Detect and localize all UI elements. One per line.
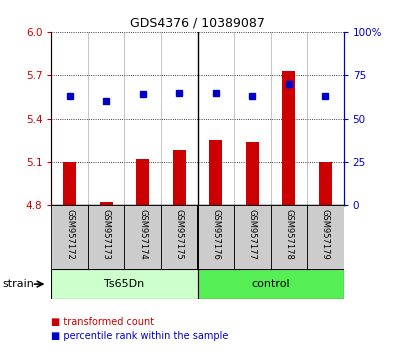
Bar	[88, 205, 124, 269]
Text: GSM957179: GSM957179	[321, 209, 330, 259]
Bar	[161, 205, 198, 269]
Title: GDS4376 / 10389087: GDS4376 / 10389087	[130, 16, 265, 29]
Bar	[198, 205, 234, 269]
Text: control: control	[251, 279, 290, 289]
Bar	[282, 71, 295, 205]
Bar	[136, 159, 149, 205]
Text: ■ percentile rank within the sample: ■ percentile rank within the sample	[51, 331, 229, 341]
Text: GSM957172: GSM957172	[65, 209, 74, 259]
Bar	[271, 205, 307, 269]
Bar	[234, 205, 271, 269]
Bar	[63, 162, 76, 205]
Text: GSM957174: GSM957174	[138, 209, 147, 259]
Bar	[307, 205, 344, 269]
Text: GSM957178: GSM957178	[284, 209, 293, 259]
Text: GSM957177: GSM957177	[248, 209, 257, 259]
Text: GSM957176: GSM957176	[211, 209, 220, 259]
Text: strain: strain	[2, 279, 34, 289]
Text: GSM957175: GSM957175	[175, 209, 184, 259]
Bar	[173, 150, 186, 205]
Text: Ts65Dn: Ts65Dn	[104, 279, 145, 289]
Bar	[246, 142, 259, 205]
Bar	[51, 205, 88, 269]
Bar	[198, 269, 344, 299]
Bar	[124, 205, 161, 269]
Text: GSM957173: GSM957173	[102, 209, 111, 259]
Text: ■ transformed count: ■ transformed count	[51, 317, 154, 327]
Bar	[51, 269, 198, 299]
Bar	[100, 202, 113, 205]
Bar	[209, 140, 222, 205]
Bar	[319, 162, 332, 205]
